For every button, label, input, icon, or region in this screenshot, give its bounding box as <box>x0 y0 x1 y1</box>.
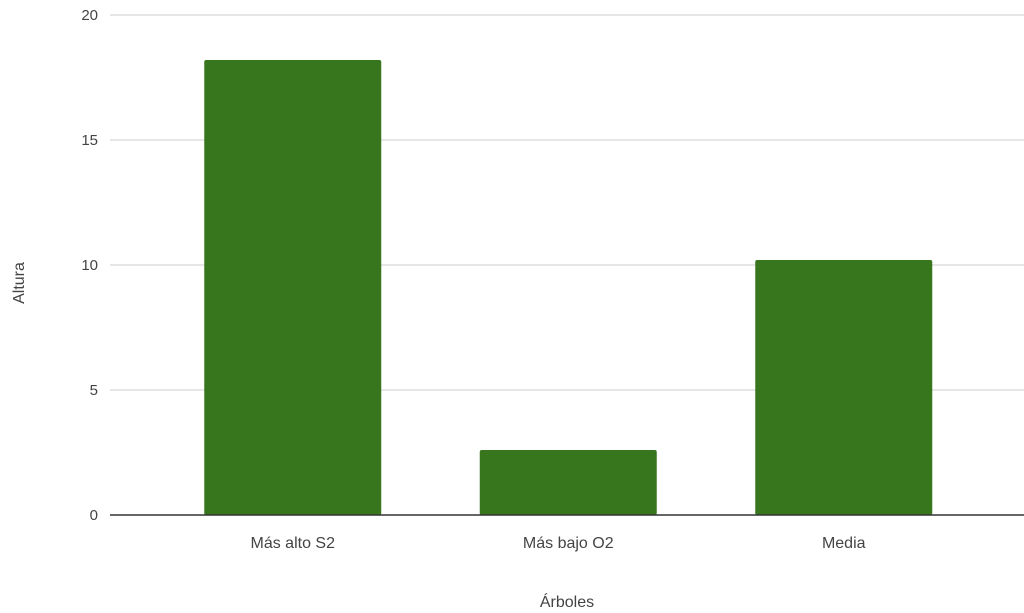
x-tick-labels: Más alto S2 Más bajo O2 Media <box>251 535 866 552</box>
bar <box>755 260 933 515</box>
bar <box>479 450 657 515</box>
x-tick-label: Media <box>822 535 866 552</box>
x-tick-label: Más bajo O2 <box>523 535 614 552</box>
y-tick-label: 10 <box>81 257 98 274</box>
y-tick-label: 0 <box>90 507 98 524</box>
y-tick-label: 20 <box>81 7 98 24</box>
y-axis-title: Altura <box>11 262 28 304</box>
y-tick-labels: 0 5 10 15 20 <box>81 7 98 524</box>
bars <box>204 60 933 515</box>
y-tick-label: 5 <box>90 382 98 399</box>
y-tick-label: 15 <box>81 132 98 149</box>
x-axis-title: Árboles <box>540 592 594 611</box>
x-tick-label: Más alto S2 <box>251 535 336 552</box>
bar <box>204 60 382 515</box>
